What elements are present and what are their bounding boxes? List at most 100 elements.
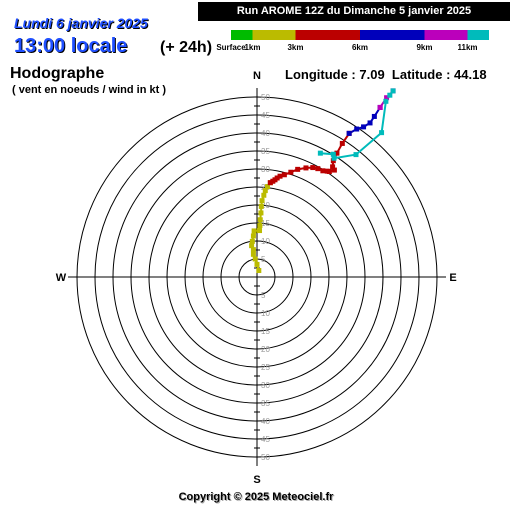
scale-segment xyxy=(231,30,253,40)
longitude-readout: Longitude : 7.09 xyxy=(285,67,385,82)
wind-point xyxy=(256,268,262,274)
wind-point xyxy=(315,166,321,172)
coordinates: Longitude : 7.09 Latitude : 44.18 xyxy=(285,67,487,82)
compass-label-s: S xyxy=(253,474,260,486)
ring-label-south: 50 xyxy=(261,453,270,462)
wind-point xyxy=(310,165,316,171)
copyright: Copyright © 2025 Meteociel.fr xyxy=(178,491,334,503)
forecast-time: 13:00 locale xyxy=(14,35,128,57)
ring-label-north: 15 xyxy=(261,219,270,228)
wind-point xyxy=(250,233,256,239)
scale-label: 6km xyxy=(352,43,368,52)
compass-label-n: N xyxy=(253,70,261,82)
wind-point xyxy=(303,165,309,171)
wind-point xyxy=(383,98,389,104)
wind-point xyxy=(317,150,323,156)
scale-segment xyxy=(467,30,489,40)
ring-label-north: 10 xyxy=(261,237,270,246)
wind-point xyxy=(353,152,359,158)
scale-segment xyxy=(252,30,296,40)
scale-label: 3km xyxy=(287,43,303,52)
compass-label-e: E xyxy=(449,272,456,284)
ring-label-north: 50 xyxy=(261,93,270,102)
wind-point xyxy=(250,251,256,257)
wind-point xyxy=(251,228,257,234)
wind-point xyxy=(330,164,336,170)
wind-point xyxy=(354,126,360,132)
wind-point xyxy=(339,140,345,146)
wind-point xyxy=(346,130,352,136)
ring-label-north: 45 xyxy=(261,111,270,120)
ring-label-south: 5 xyxy=(261,291,266,300)
wind-point xyxy=(257,217,263,223)
wind-point xyxy=(249,238,255,244)
wind-point xyxy=(274,175,280,181)
wind-point xyxy=(330,151,336,157)
wind-point xyxy=(257,228,263,234)
wind-point xyxy=(252,256,258,262)
wind-point xyxy=(259,198,265,204)
wind-point xyxy=(262,188,268,194)
chart-title: Hodographe xyxy=(10,65,105,82)
wind-point xyxy=(250,247,256,253)
scale-segment xyxy=(424,30,468,40)
wind-point xyxy=(367,120,373,126)
wind-point xyxy=(334,150,340,156)
wind-point xyxy=(361,124,367,130)
wind-point xyxy=(257,223,263,229)
wind-trace-line xyxy=(348,106,381,135)
wind-point xyxy=(249,243,255,249)
wind-point xyxy=(331,155,337,161)
wind-point xyxy=(379,130,385,136)
scale-label: 9km xyxy=(416,43,432,52)
run-banner: Run AROME 12Z du Dimanche 5 janvier 2025 xyxy=(198,2,510,21)
latitude-readout: Latitude : 44.18 xyxy=(391,67,487,82)
scale-label: 1km xyxy=(244,43,260,52)
scale-label: 11km xyxy=(457,43,477,52)
ring-label-north: 5 xyxy=(261,255,266,264)
wind-point xyxy=(384,95,390,101)
compass-label-w: W xyxy=(56,272,67,284)
forecast-offset: (+ 24h) xyxy=(160,39,213,56)
scale-label: Surface xyxy=(216,43,246,52)
wind-point xyxy=(277,173,283,179)
ring-label-north: 40 xyxy=(261,129,270,138)
wind-point xyxy=(254,261,260,267)
wind-point xyxy=(330,158,336,164)
ring-label-south: 25 xyxy=(261,363,270,372)
wind-point xyxy=(258,203,264,209)
ring-label-north: 30 xyxy=(261,165,270,174)
compass-labels: N E S W xyxy=(56,70,457,486)
ring-label-north: 35 xyxy=(261,147,270,156)
wind-point xyxy=(371,113,377,119)
ring-label-south: 15 xyxy=(261,327,270,336)
compass-axes xyxy=(68,88,446,466)
scale-segment xyxy=(360,30,425,40)
wind-point xyxy=(267,180,273,186)
wind-point xyxy=(390,88,396,94)
wind-point xyxy=(326,169,332,175)
wind-point xyxy=(377,104,383,110)
ring-label-south: 20 xyxy=(261,345,270,354)
ring-label-north: 20 xyxy=(261,201,270,210)
forecast-date: Lundi 6 janvier 2025 xyxy=(14,15,148,31)
wind-point xyxy=(295,166,301,172)
ring-label-south: 45 xyxy=(261,435,270,444)
wind-traces xyxy=(249,88,396,274)
wind-point xyxy=(264,184,270,190)
chart-subtitle: ( vent en noeuds / wind in kt ) xyxy=(12,84,167,96)
wind-point xyxy=(258,210,264,216)
wind-point xyxy=(331,167,337,173)
ring-label-south: 35 xyxy=(261,399,270,408)
wind-point xyxy=(288,169,294,175)
wind-point xyxy=(320,168,326,174)
ring-label-south: 30 xyxy=(261,381,270,390)
ring-label-south: 10 xyxy=(261,309,270,318)
wind-point xyxy=(387,92,393,98)
scale-segment xyxy=(295,30,360,40)
wind-point xyxy=(261,192,267,198)
wind-point xyxy=(281,172,287,178)
ring-label-south: 40 xyxy=(261,417,270,426)
